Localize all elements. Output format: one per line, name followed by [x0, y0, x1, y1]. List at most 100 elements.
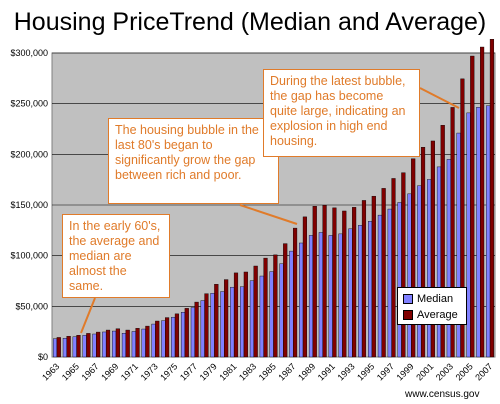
bar-average-1970 — [125, 329, 130, 358]
bar-average-1985 — [273, 254, 278, 358]
legend-item-average: Average — [403, 308, 458, 322]
x-tick-label: 1997 — [375, 361, 396, 382]
bar-median-1986 — [279, 263, 284, 358]
bar-average-1963 — [56, 337, 61, 358]
bar-median-1999 — [407, 193, 412, 358]
bar-median-1996 — [377, 214, 382, 358]
bar-median-1977 — [190, 307, 195, 358]
x-tick-label: 1981 — [217, 361, 238, 382]
bar-median-1985 — [269, 271, 274, 358]
bar-average-2000 — [420, 147, 426, 358]
bar-average-1988 — [302, 216, 307, 358]
bar-average-1975 — [174, 313, 179, 358]
legend-label-average: Average — [417, 309, 458, 321]
bar-median-2006 — [476, 107, 481, 358]
x-tick-label: 1999 — [395, 361, 416, 382]
bar-average-2004 — [460, 78, 465, 358]
x-tick-label: 1967 — [79, 361, 100, 382]
bar-average-1966 — [86, 333, 91, 358]
bar-median-1993 — [348, 228, 353, 358]
y-tick-label: $150,000 — [10, 200, 48, 210]
bar-median-1982 — [240, 286, 245, 358]
bar-median-1983 — [249, 280, 255, 358]
y-tick-label: $50,000 — [15, 301, 48, 311]
bar-median-1971 — [131, 331, 136, 358]
bar-average-1980 — [224, 279, 229, 358]
bar-average-1997 — [391, 178, 396, 358]
bar-median-1963 — [52, 338, 58, 358]
bar-median-1979 — [210, 293, 215, 358]
bar-average-1984 — [263, 257, 268, 358]
legend: Median Average — [397, 287, 467, 325]
bar-median-1980 — [220, 291, 225, 358]
annotation-latest-bubble: During the latest bubble, the gap has be… — [263, 69, 420, 157]
x-tick-label: 2007 — [473, 361, 494, 382]
legend-label-median: Median — [417, 293, 454, 305]
bar-average-1965 — [76, 335, 81, 358]
bar-median-1998 — [397, 202, 402, 358]
x-tick-label: 2003 — [434, 361, 455, 382]
bar-median-1991 — [328, 235, 333, 358]
bar-median-1974 — [161, 320, 166, 358]
bar-median-1990 — [318, 232, 323, 358]
x-tick-label: 1969 — [99, 361, 120, 382]
bar-average-1990 — [322, 205, 327, 358]
legend-item-median: Median — [403, 292, 453, 306]
bar-average-1978 — [204, 293, 209, 358]
y-tick-label: $300,000 — [10, 48, 48, 58]
y-tick-label: $0 — [38, 352, 48, 362]
bar-average-1994 — [361, 200, 367, 358]
bars — [52, 39, 495, 358]
bar-average-1976 — [184, 308, 189, 358]
x-tick-label: 1971 — [119, 361, 140, 382]
bar-average-1993 — [352, 207, 357, 358]
bar-average-2002 — [440, 125, 445, 358]
bar-median-2005 — [466, 112, 471, 358]
x-tick-label: 1973 — [139, 361, 160, 382]
bar-median-2001 — [427, 179, 432, 358]
x-tick-label: 1977 — [178, 361, 199, 382]
bar-average-1971 — [135, 328, 140, 358]
x-axis: 1963196519671969197119731975197719791981… — [40, 361, 494, 382]
bar-median-1975 — [171, 316, 176, 358]
bar-median-1966 — [82, 335, 87, 358]
bar-average-1982 — [243, 271, 248, 358]
bar-median-1988 — [299, 242, 304, 358]
bar-average-2005 — [470, 55, 475, 358]
bar-average-1977 — [194, 301, 199, 358]
bar-average-1996 — [381, 188, 386, 358]
bar-average-2001 — [430, 140, 435, 358]
legend-swatch-median — [403, 294, 413, 305]
bar-average-1969 — [115, 328, 120, 358]
bar-average-1999 — [411, 158, 416, 358]
arrow-early-60s — [80, 297, 96, 334]
y-axis: $0 $50,000 $100,000 $150,000 $200,000 $250,00… — [10, 48, 48, 362]
bar-median-1984 — [259, 275, 264, 358]
bar-average-1964 — [66, 336, 71, 358]
bar-average-1981 — [233, 272, 239, 358]
bar-average-1991 — [332, 207, 337, 358]
bar-median-1970 — [121, 333, 127, 358]
bar-median-1968 — [102, 331, 107, 358]
x-tick-label: 1987 — [276, 361, 297, 382]
bar-average-1967 — [96, 331, 101, 358]
bar-median-1973 — [151, 323, 156, 358]
bar-median-2002 — [436, 166, 442, 358]
bar-average-1973 — [155, 320, 160, 358]
annotation-arrows — [80, 87, 460, 334]
x-tick-label: 2001 — [414, 361, 435, 382]
bar-median-2000 — [417, 185, 422, 358]
arrow-late-80s — [239, 204, 298, 225]
bar-median-1969 — [112, 330, 117, 358]
bar-median-1976 — [180, 312, 186, 358]
bar-median-1987 — [289, 250, 294, 358]
x-tick-label: 1989 — [296, 361, 317, 382]
y-tick-label: $250,000 — [10, 99, 48, 109]
bar-median-1967 — [92, 333, 97, 358]
bar-average-1968 — [105, 329, 111, 358]
bar-median-2007 — [486, 105, 491, 358]
bar-average-1992 — [342, 210, 347, 358]
bar-average-1972 — [145, 325, 150, 358]
bar-median-1972 — [141, 328, 146, 358]
